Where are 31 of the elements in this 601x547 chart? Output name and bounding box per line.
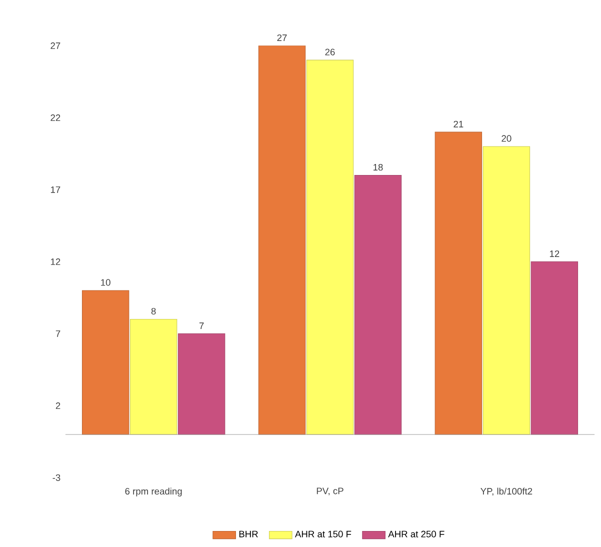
data-label: 26 — [325, 48, 335, 56]
data-label: 7 — [199, 322, 204, 329]
bar — [178, 333, 226, 435]
x-tick-label: PV, cP — [316, 488, 344, 496]
legend-label: BHR — [239, 530, 258, 538]
data-label: 18 — [374, 164, 383, 171]
y-tick-label: 12 — [50, 258, 60, 265]
bar — [482, 146, 530, 435]
y-tick-label: -3 — [52, 474, 60, 481]
legend-label: AHR at 150 F — [294, 530, 352, 538]
y-tick-label: 17 — [50, 186, 60, 193]
data-label: 20 — [502, 135, 512, 142]
x-tick-label: 6 rpm reading — [125, 488, 182, 496]
y-tick-label: 2 — [56, 402, 60, 409]
bar — [354, 174, 402, 435]
bar — [258, 46, 306, 435]
bar — [530, 261, 578, 435]
data-label: 10 — [101, 279, 110, 286]
bar — [82, 290, 130, 435]
y-tick-label: 22 — [50, 114, 60, 121]
bar — [434, 132, 482, 435]
data-label: 12 — [550, 250, 560, 257]
data-label: 21 — [454, 120, 464, 128]
y-tick-label: 27 — [50, 42, 60, 49]
legend-label: AHR at 250 F — [388, 530, 444, 538]
y-tick-label: 7 — [56, 330, 60, 337]
data-label: 8 — [151, 308, 156, 315]
data-label: 27 — [277, 34, 287, 41]
bar — [306, 60, 354, 435]
x-tick-label: YP, lb/100ft2 — [480, 488, 532, 496]
bar — [130, 318, 178, 435]
